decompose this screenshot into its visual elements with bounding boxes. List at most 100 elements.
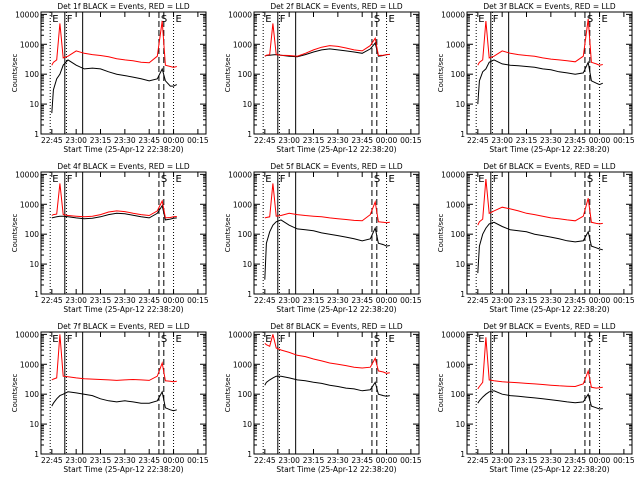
y-tick-label: 100: [238, 70, 253, 79]
panel-title: Det 1f BLACK = Events, RED = LLD: [57, 2, 190, 11]
plot-frame: [466, 331, 633, 455]
y-tick-label: 10000: [228, 330, 252, 339]
y-axis-label: Counts/sec: [224, 214, 232, 253]
interval-marker: F: [493, 174, 499, 185]
x-tick-label: 23:30: [540, 296, 562, 305]
x-tick-label: 00:00: [589, 296, 611, 305]
x-tick-label: 23:15: [90, 296, 112, 305]
x-tick-label: 23:15: [90, 456, 112, 465]
interval-marker: E: [52, 174, 58, 185]
panel-title: Det 4f BLACK = Events, RED = LLD: [57, 162, 190, 171]
x-tick-label: 23:00: [65, 136, 87, 145]
interval-marker: E: [265, 14, 271, 25]
y-tick-label: 10000: [228, 10, 252, 19]
y-axis-label: Counts/sec: [11, 54, 19, 93]
y-tick-label: 10: [455, 420, 465, 429]
interval-marker: E: [478, 174, 484, 185]
y-tick-label: 1000: [20, 40, 39, 49]
x-tick-label: 23:30: [327, 296, 349, 305]
x-tick-label: 22:45: [41, 136, 63, 145]
x-tick-label: 23:30: [327, 136, 349, 145]
x-tick-label: 00:15: [613, 456, 635, 465]
lld-series-line: [51, 183, 177, 219]
y-tick-label: 1: [34, 450, 39, 459]
x-tick-label: 23:00: [491, 296, 513, 305]
x-axis-label: Start Time (25-Apr-12 22:38:20): [63, 305, 183, 314]
x-tick-label: 00:15: [400, 456, 422, 465]
x-tick-label: 23:00: [491, 136, 513, 145]
x-tick-label: 00:00: [163, 296, 185, 305]
x-tick-label: 23:30: [114, 456, 136, 465]
y-tick-label: 1: [247, 290, 252, 299]
interval-marker: F: [67, 334, 73, 345]
plot-frame: [253, 331, 420, 455]
interval-marker: E: [52, 14, 58, 25]
detector-panel-8: Det 8f BLACK = Events, RED = LLD 1 10 100 10…: [224, 322, 422, 474]
x-axis-label: Start Time (25-Apr-12 22:38:20): [489, 145, 609, 154]
x-tick-label: 22:45: [41, 296, 63, 305]
interval-marker: E: [478, 334, 484, 345]
plot-frame: [253, 11, 420, 135]
x-tick-label: 00:15: [187, 456, 209, 465]
interval-marker: S: [161, 334, 167, 345]
panel-title: Det 5f BLACK = Events, RED = LLD: [270, 162, 403, 171]
y-axis-label: Counts/sec: [11, 214, 19, 253]
panel-title: Det 9f BLACK = Events, RED = LLD: [483, 322, 616, 331]
y-tick-label: 100: [451, 230, 466, 239]
events-series-line: [264, 375, 390, 397]
interval-marker: E: [176, 14, 182, 25]
events-series-line: [51, 204, 177, 221]
y-tick-label: 1000: [446, 200, 465, 209]
x-tick-label: 00:15: [400, 296, 422, 305]
x-axis-label: Start Time (25-Apr-12 22:38:20): [63, 465, 183, 474]
y-tick-label: 10: [29, 100, 39, 109]
x-axis-label: Start Time (25-Apr-12 22:38:20): [276, 465, 396, 474]
y-tick-label: 1: [460, 130, 465, 139]
interval-marker: E: [389, 334, 395, 345]
detector-panel-9: Det 9f BLACK = Events, RED = LLD 1 10 100 10…: [437, 322, 635, 474]
x-axis-label: Start Time (25-Apr-12 22:38:20): [63, 145, 183, 154]
events-series-line: [264, 41, 390, 58]
y-tick-label: 100: [25, 230, 40, 239]
y-axis-label: Counts/sec: [224, 374, 232, 413]
x-tick-label: 22:45: [467, 296, 489, 305]
y-tick-label: 1000: [233, 200, 252, 209]
y-tick-label: 1000: [446, 40, 465, 49]
x-tick-label: 23:15: [303, 296, 325, 305]
interval-marker: E: [602, 14, 608, 25]
x-tick-label: 00:00: [163, 136, 185, 145]
interval-marker: F: [67, 174, 73, 185]
x-tick-label: 23:15: [516, 456, 538, 465]
x-tick-label: 00:15: [613, 136, 635, 145]
lld-series-line: [264, 334, 390, 374]
x-tick-label: 23:15: [303, 456, 325, 465]
interval-marker: E: [265, 334, 271, 345]
detector-panel-2: Det 2f BLACK = Events, RED = LLD 1 10 100 10…: [224, 2, 422, 154]
y-tick-label: 100: [238, 230, 253, 239]
y-tick-label: 100: [238, 390, 253, 399]
events-series-line: [51, 390, 177, 412]
detector-panel-3: Det 3f BLACK = Events, RED = LLD 1 10 100 10…: [437, 2, 635, 154]
y-tick-label: 10000: [441, 330, 465, 339]
x-tick-label: 22:45: [41, 456, 63, 465]
y-tick-label: 10000: [441, 10, 465, 19]
interval-marker: E: [176, 174, 182, 185]
lld-series-line: [264, 183, 390, 224]
x-tick-label: 23:15: [90, 136, 112, 145]
panel-title: Det 3f BLACK = Events, RED = LLD: [483, 2, 616, 11]
y-tick-label: 10000: [15, 170, 39, 179]
x-tick-label: 23:00: [278, 136, 300, 145]
interval-marker: S: [161, 174, 167, 185]
lld-series-line: [51, 20, 177, 68]
lld-series-line: [477, 337, 603, 390]
y-tick-label: 1000: [20, 200, 39, 209]
y-tick-label: 10: [242, 260, 252, 269]
lld-series-line: [51, 334, 177, 383]
events-series-line: [477, 221, 603, 274]
y-tick-label: 10: [29, 260, 39, 269]
x-tick-label: 23:45: [138, 456, 160, 465]
events-series-line: [51, 59, 178, 114]
x-axis-label: Start Time (25-Apr-12 22:38:20): [276, 145, 396, 154]
detector-panel-7: Det 7f BLACK = Events, RED = LLD 1 10 100 10…: [11, 322, 209, 474]
detector-panel-1: Det 1f BLACK = Events, RED = LLD 1 10 100 10…: [11, 2, 209, 154]
